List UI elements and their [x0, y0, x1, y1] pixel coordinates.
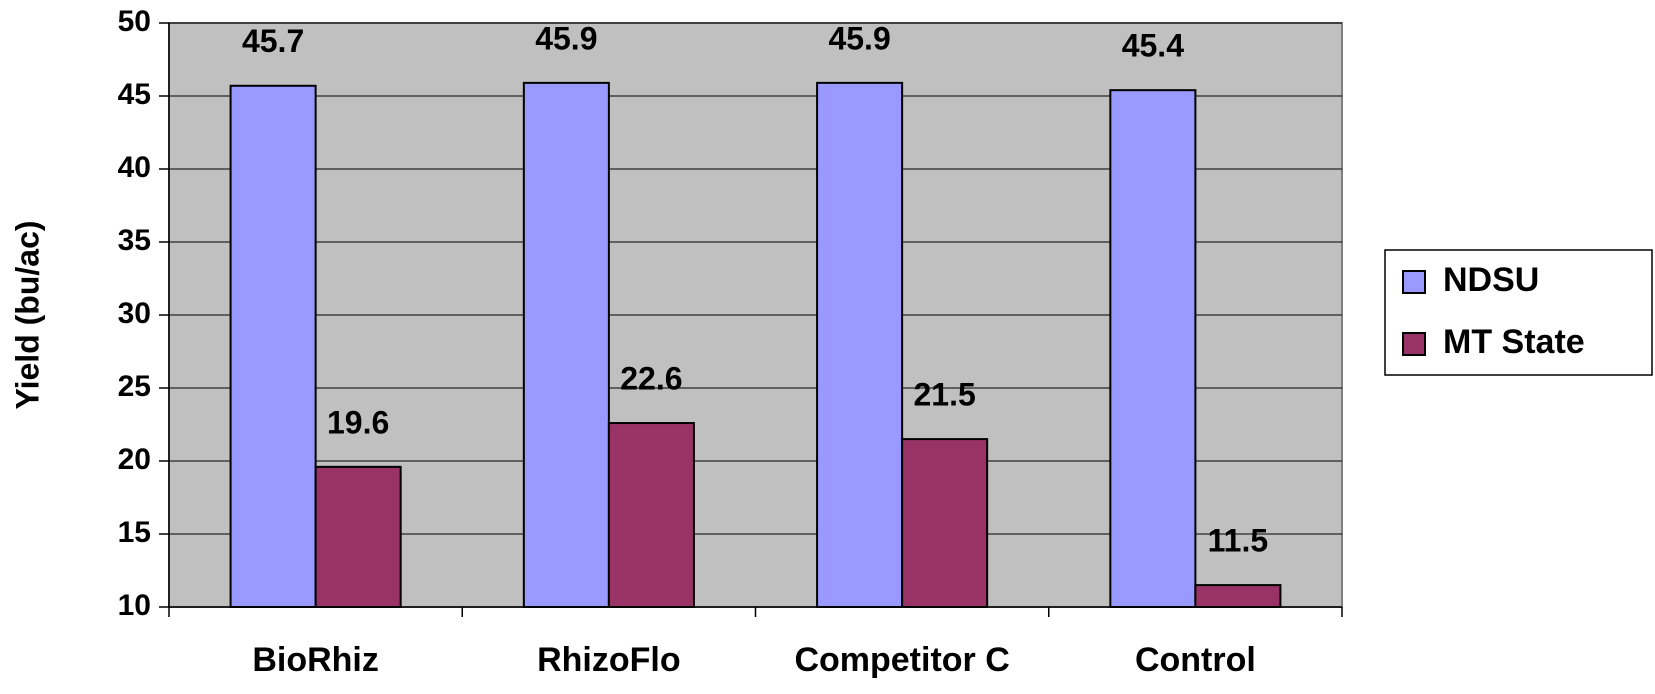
bar [1109, 89, 1197, 609]
data-label: 21.5 [914, 377, 976, 413]
data-label: 45.7 [242, 23, 304, 59]
bar [816, 81, 904, 609]
y-tick-label: 20 [118, 443, 151, 476]
bar [1194, 584, 1282, 608]
y-tick-label: 15 [118, 516, 151, 549]
data-label: 45.9 [828, 20, 890, 56]
x-tick-label: Control [1135, 641, 1256, 679]
data-label: 45.4 [1122, 28, 1184, 64]
bar [607, 422, 695, 609]
y-tick-label: 50 [118, 5, 151, 38]
legend [1384, 249, 1653, 376]
x-tick-label: RhizoFlo [537, 641, 681, 679]
data-label: 19.6 [327, 404, 389, 440]
legend-label: MT State [1443, 323, 1585, 361]
y-tick-label: 45 [118, 78, 151, 111]
data-label: 11.5 [1208, 523, 1269, 559]
legend-label: NDSU [1443, 261, 1539, 299]
data-label: 45.9 [535, 20, 597, 56]
x-tick-label: Competitor C [794, 641, 1009, 679]
bar [314, 465, 402, 608]
bar [901, 438, 989, 608]
y-tick-label: 10 [118, 589, 151, 622]
legend-swatch [1402, 270, 1426, 294]
y-tick-label: 25 [118, 370, 151, 403]
y-axis-label: Yield (bu/ac) [9, 220, 45, 409]
y-tick-label: 30 [118, 297, 151, 330]
x-tick-label: BioRhiz [252, 641, 379, 679]
y-tick-label: 35 [118, 224, 151, 257]
data-label: 22.6 [620, 360, 682, 396]
bar [522, 81, 610, 609]
y-tick-label: 40 [118, 151, 151, 184]
bar [229, 84, 317, 608]
legend-swatch [1402, 332, 1426, 356]
